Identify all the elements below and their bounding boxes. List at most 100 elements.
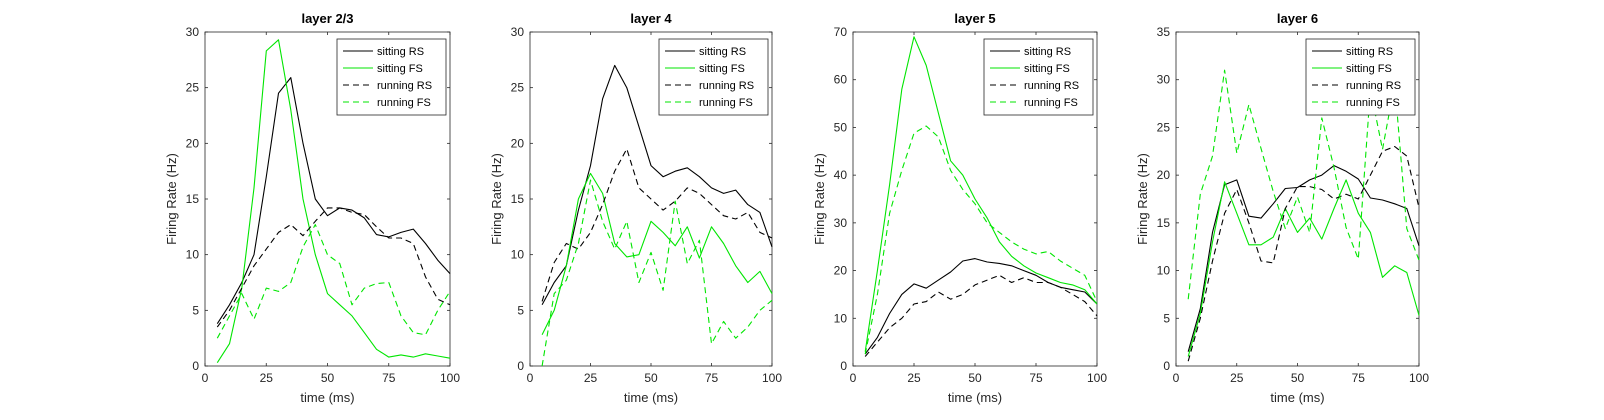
series-line-sitting-FS [216,39,451,363]
legend-entry: running RS [1346,80,1401,92]
series-line-running-FS [541,179,773,367]
legend-entry: sitting RS [377,46,424,58]
y-tick-label: 5 [1163,311,1170,325]
legend-entry: sitting RS [699,46,746,58]
x-tick-label: 75 [705,371,719,385]
x-tick-label: 75 [1352,371,1366,385]
series-line-running-RS [216,207,451,328]
x-tick-label: 25 [907,371,921,385]
y-tick-label: 50 [834,120,848,134]
panel-title: layer 5 [954,11,995,26]
legend-entry: running FS [1346,97,1400,109]
y-tick-label: 5 [517,303,524,317]
y-tick-label: 10 [834,311,848,325]
panel-4: 0 25 50 75 100 0 5 10 15 20 25 30 35 layer 6 time (ms)… [1135,11,1429,405]
series-line-sitting-FS [864,36,1098,352]
x-tick-label: 25 [1230,371,1244,385]
x-axis-label: time (ms) [948,390,1002,405]
y-tick-label: 25 [186,81,200,95]
x-tick-label: 0 [850,371,857,385]
legend: sitting RS sitting FS running RS running FS [983,38,1094,116]
series-line-running-RS [541,148,773,302]
y-tick-label: 15 [186,192,200,206]
x-axis-label: time (ms) [300,390,354,405]
legend-entry: sitting RS [1024,46,1071,58]
y-tick-label: 40 [834,168,848,182]
y-axis-label: Firing Rate (Hz) [812,153,827,245]
y-tick-label: 10 [186,248,200,262]
panel-title: layer 2/3 [301,11,353,26]
series-line-sitting-RS [541,64,773,306]
legend: sitting RS sitting FS running RS running FS [658,38,769,116]
legend-entry: running FS [1024,97,1078,109]
legend: sitting RS sitting FS running RS running FS [336,38,447,116]
y-axis-label: Firing Rate (Hz) [1135,153,1150,245]
panel-1: 0 25 50 75 100 0 5 10 15 20 25 30 layer 2/3 time (ms)… [164,11,460,405]
y-tick-label: 15 [511,192,525,206]
y-tick-label: 0 [1163,359,1170,373]
series-line-sitting-FS [541,172,773,336]
y-tick-label: 70 [834,25,848,39]
series-line-sitting-RS [1187,165,1420,352]
y-tick-label: 0 [192,359,199,373]
y-tick-label: 5 [192,303,199,317]
x-axis-label: time (ms) [624,390,678,405]
series-line-running-FS [864,125,1098,355]
y-tick-label: 0 [517,359,524,373]
y-tick-label: 20 [511,136,525,150]
x-tick-label: 75 [1029,371,1043,385]
y-tick-label: 20 [834,264,848,278]
x-tick-label: 25 [260,371,274,385]
legend-entry: sitting FS [699,63,745,75]
legend-entry: running RS [377,80,432,92]
legend-entry: sitting FS [1024,63,1070,75]
y-tick-label: 20 [186,136,200,150]
x-tick-label: 100 [440,371,460,385]
x-tick-label: 50 [321,371,335,385]
x-tick-label: 0 [527,371,534,385]
y-tick-label: 0 [840,359,847,373]
x-tick-label: 100 [762,371,782,385]
y-tick-label: 25 [511,81,525,95]
panel-2: 0 25 50 75 100 0 5 10 15 20 25 30 layer 4 time (ms) Fi… [489,11,782,405]
y-tick-label: 60 [834,73,848,87]
y-axis-label: Firing Rate (Hz) [489,153,504,245]
x-tick-label: 100 [1087,371,1107,385]
y-tick-label: 30 [511,25,525,39]
series-line-running-RS [1187,145,1420,362]
x-tick-label: 50 [1291,371,1305,385]
x-tick-label: 50 [968,371,982,385]
legend-entry: sitting FS [377,63,423,75]
x-tick-label: 0 [202,371,209,385]
series-line-running-FS [216,224,451,339]
series-line-running-RS [864,274,1098,357]
y-tick-label: 20 [1157,168,1171,182]
y-tick-label: 30 [834,216,848,230]
y-axis-label: Firing Rate (Hz) [164,153,179,245]
panel-title: layer 4 [630,11,672,26]
series-line-sitting-RS [216,77,451,324]
panel-3: 0 25 50 75 100 0 10 20 30 40 50 60 70 layer 5 time (ms… [812,11,1107,405]
x-tick-label: 100 [1409,371,1429,385]
x-axis-label: time (ms) [1270,390,1324,405]
y-tick-label: 15 [1157,216,1171,230]
x-tick-label: 0 [1173,371,1180,385]
legend-entry: sitting FS [1346,63,1392,75]
x-tick-label: 50 [644,371,658,385]
series-line-sitting-FS [1187,179,1420,357]
legend-entry: sitting RS [1346,46,1393,58]
legend-entry: running FS [699,97,753,109]
legend-entry: running FS [377,97,431,109]
y-tick-label: 30 [1157,73,1171,87]
legend: sitting RS sitting FS running RS running FS [1305,38,1416,116]
x-tick-label: 25 [584,371,598,385]
y-tick-label: 30 [186,25,200,39]
y-tick-label: 35 [1157,25,1171,39]
y-tick-label: 10 [511,248,525,262]
legend-entry: running RS [1024,80,1079,92]
y-tick-label: 25 [1157,120,1171,134]
y-tick-label: 10 [1157,264,1171,278]
x-tick-label: 75 [382,371,396,385]
panel-title: layer 6 [1277,11,1318,26]
